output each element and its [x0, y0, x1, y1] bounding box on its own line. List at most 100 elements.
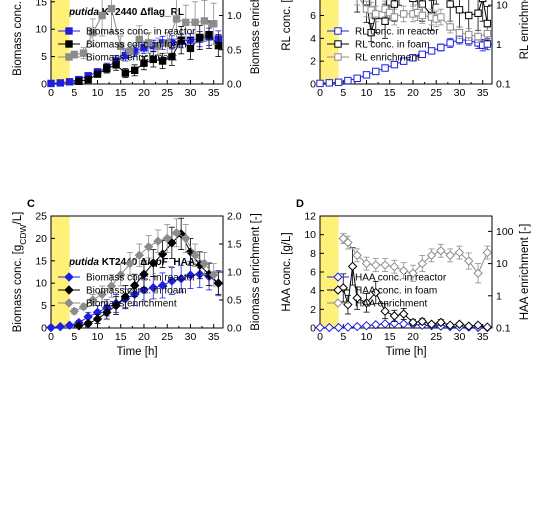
- data-point: [103, 64, 111, 73]
- data-point: [140, 59, 148, 67]
- data-point: [380, 319, 390, 329]
- legend-label: Biomass enrichment: [86, 299, 177, 310]
- y-right-tick-label: 100: [496, 226, 514, 238]
- data-point: [465, 11, 473, 20]
- legend: Biomass conc. in reactor Biomass conc. in…: [58, 272, 196, 310]
- x-tick-label: 30: [454, 87, 466, 99]
- data-point: [199, 258, 210, 269]
- data-point: [418, 0, 426, 8]
- x-tick-label: 15: [384, 87, 396, 99]
- data-point: [97, 289, 107, 300]
- data-point: [482, 322, 493, 332]
- y-right-tick-label: 0.1: [496, 323, 511, 335]
- data-point: [176, 274, 186, 284]
- data-point: [106, 281, 117, 291]
- data-point: [47, 79, 55, 88]
- legend-label: RL enrichment: [355, 53, 420, 64]
- y-left-label: Biomass conc. [gCDW/L]: [12, 212, 28, 333]
- legend: RL conc. in reactor RL conc. in foam RL en…: [327, 27, 439, 64]
- legend: HAA conc. in reactor HAA conc. in foam HAA…: [327, 272, 447, 310]
- data-point: [464, 256, 474, 266]
- data-point: [148, 258, 158, 268]
- data-point: [162, 233, 172, 244]
- legend-label: HAA enrichment: [355, 299, 427, 310]
- data-point: [352, 250, 362, 261]
- data-point: [144, 39, 153, 47]
- data-point: [418, 11, 426, 20]
- data-point: [426, 319, 437, 329]
- legend-marker: [64, 298, 74, 308]
- data-point: [352, 293, 362, 303]
- series-line: [342, 238, 488, 275]
- data-point: [343, 237, 353, 248]
- x-tick-label: 20: [407, 87, 419, 99]
- data-point: [324, 322, 335, 333]
- x-tick-label: 10: [361, 331, 373, 343]
- x-tick-label: 5: [71, 87, 77, 99]
- y-left-tick-label: 4: [310, 33, 316, 45]
- series-line: [74, 232, 215, 312]
- data-point: [389, 311, 400, 321]
- data-point: [390, 0, 399, 8]
- series-2: [70, 0, 218, 60]
- series-1: [338, 247, 493, 332]
- y-left-tick-label: 25: [35, 211, 47, 223]
- data-point: [149, 55, 157, 64]
- data-point: [74, 321, 84, 331]
- data-point: [56, 79, 64, 87]
- data-point: [121, 69, 130, 77]
- data-point: [455, 29, 464, 37]
- series-2: [69, 218, 219, 316]
- data-point: [325, 79, 333, 87]
- data-point: [372, 67, 380, 76]
- highlight-band: [320, 216, 339, 328]
- legend-marker: [64, 285, 74, 295]
- legend-marker: [334, 53, 342, 61]
- y-left-label: HAA conc. [g/L]: [281, 232, 293, 311]
- data-point: [409, 54, 417, 62]
- y-left-tick-label: 6: [310, 267, 316, 279]
- panel-letter: C: [27, 198, 35, 210]
- legend-marker: [65, 40, 73, 48]
- data-point: [436, 317, 446, 328]
- x-tick-label: 30: [185, 87, 197, 99]
- data-point: [163, 39, 171, 47]
- x-tick-label: 20: [138, 331, 150, 343]
- data-point: [479, 0, 487, 3]
- data-point: [474, 32, 482, 41]
- y-right-tick-label: 0.0: [227, 323, 242, 335]
- x-tick-label: 10: [361, 87, 373, 99]
- data-point: [93, 70, 102, 78]
- data-point: [446, 23, 454, 31]
- data-point: [399, 57, 408, 65]
- panel-D: 0 5 10 15 20 25 30 35 0 2 4 6 8 10 12 0.1 1 10 100 HAA conc…: [281, 198, 531, 358]
- series-1: [75, 20, 223, 85]
- y-left-tick-label: 5: [41, 51, 47, 63]
- data-point: [89, 28, 97, 37]
- data-point: [316, 79, 324, 88]
- x-tick-label: 15: [384, 331, 396, 343]
- data-point: [417, 316, 427, 327]
- x-tick-label: 35: [477, 331, 489, 343]
- y-left-label: RL conc. [g/L]: [281, 0, 293, 51]
- panel-A: 0510152025303505101520250.00.51.01.52.0B…: [12, 0, 262, 99]
- data-point: [315, 322, 325, 333]
- y-right-tick-label: 1: [496, 39, 502, 51]
- data-point: [483, 40, 492, 48]
- y-right-tick-label: 1: [496, 290, 502, 302]
- x-tick-label: 0: [48, 331, 54, 343]
- legend-label: Biomass conc. in foam: [86, 286, 187, 297]
- data-point: [112, 61, 120, 69]
- data-point: [191, 18, 199, 27]
- x-tick-label: 15: [115, 331, 127, 343]
- data-point: [386, 8, 394, 17]
- data-point: [343, 322, 353, 332]
- data-point: [361, 258, 372, 269]
- data-point: [148, 282, 158, 293]
- legend-label: Biomass conc. in foam: [86, 40, 187, 51]
- data-point: [75, 77, 83, 85]
- data-point: [352, 321, 362, 332]
- y-left-tick-label: 15: [35, 255, 47, 267]
- data-point: [398, 319, 409, 329]
